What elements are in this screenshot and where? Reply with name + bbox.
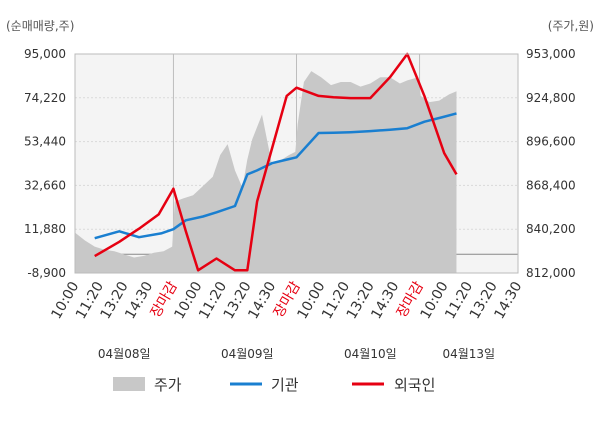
left-tick-label: 53,440: [24, 135, 66, 149]
date-label: 04월13일: [442, 347, 495, 361]
left-tick-label: 74,220: [24, 91, 66, 105]
legend-label-foreign: 외국인: [394, 376, 435, 394]
legend-label-institution: 기관: [271, 376, 299, 394]
right-tick-label: 812,000: [526, 266, 576, 280]
x-axis-ticks: 10:0011:2013:2014:30장마감10:0011:2013:2014…: [48, 279, 525, 322]
left-tick-label: 11,880: [24, 222, 66, 236]
axes: (순매매량,주) (주가,원) 95,000 74,220 53,440 32,660…: [6, 19, 594, 280]
right-tick-label: 896,600: [526, 135, 576, 149]
right-tick-label: 840,200: [526, 222, 576, 236]
foreign-line: [94, 52, 458, 272]
date-labels: 04월08일 04월09일 04월10일 04월13일: [98, 347, 495, 361]
left-axis-unit: (순매매량,주): [6, 19, 74, 33]
date-label: 04월08일: [98, 347, 151, 361]
right-axis-unit: (주가,원): [548, 19, 594, 33]
institution-line: [94, 112, 457, 240]
date-label: 04월09일: [221, 347, 274, 361]
right-tick-label: 953,000: [526, 47, 576, 61]
legend-swatch-price: [113, 377, 145, 391]
legend-label-price: 주가: [154, 376, 182, 394]
series-lines: [94, 52, 458, 272]
date-label: 04월10일: [344, 347, 397, 361]
plot-border: [74, 53, 519, 274]
right-tick-label: 924,800: [526, 91, 576, 105]
legend: 주가 기관 외국인: [113, 376, 435, 394]
left-tick-label: -8,900: [27, 266, 66, 280]
left-tick-label: 32,660: [24, 178, 66, 192]
right-tick-label: 868,400: [526, 178, 576, 192]
left-tick-label: 95,000: [24, 47, 66, 61]
